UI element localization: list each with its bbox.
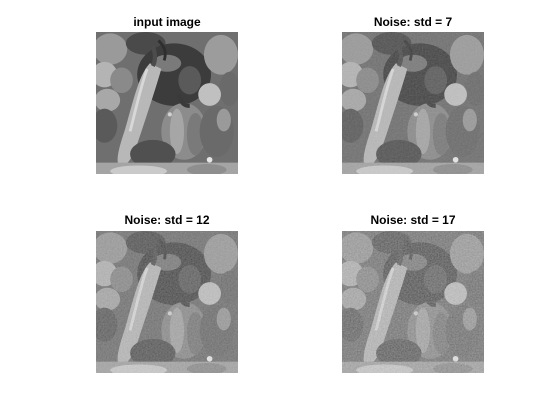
noisy-image-std-7 (342, 32, 484, 174)
panel-title-input-image: input image (133, 15, 201, 29)
panel-title-noise-std-17: Noise: std = 17 (370, 213, 456, 227)
noisy-image-std-12 (96, 231, 238, 373)
panel-title-noise-std-12: Noise: std = 12 (124, 213, 210, 227)
noisy-image-std-17 (342, 231, 484, 373)
input-image (96, 32, 238, 174)
panel-title-noise-std-7: Noise: std = 7 (373, 15, 453, 29)
